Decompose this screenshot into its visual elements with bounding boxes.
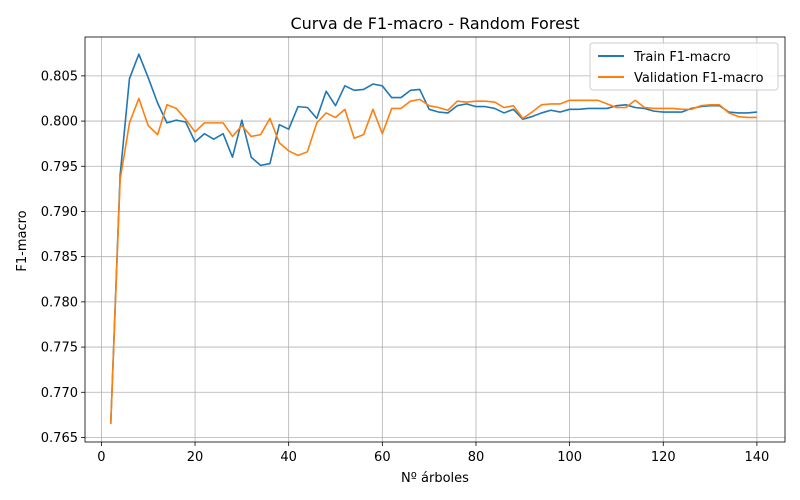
y-axis-title: F1-macro: [15, 210, 30, 271]
x-tick-label: 120: [651, 450, 676, 465]
x-tick-label: 0: [97, 450, 105, 465]
y-tick-label: 0.785: [41, 250, 78, 265]
y-tick-label: 0.780: [41, 295, 78, 310]
legend-label-validation: Validation F1-macro: [634, 71, 764, 86]
plot-area-frame: [84, 36, 786, 443]
x-tick-label: 20: [187, 450, 204, 465]
y-tick-label: 0.800: [41, 115, 78, 130]
chart-title: Curva de F1-macro - Random Forest: [290, 14, 579, 33]
y-tick-label: 0.775: [41, 341, 78, 356]
y-tick-label: 0.770: [41, 386, 78, 401]
y-tick-label: 0.805: [41, 69, 78, 84]
series-line-validation-f1-macro: [109, 97, 757, 424]
legend-box: [589, 42, 779, 91]
ticks: 0 20 40 60 80 100 120 140 0.765 0.770 0.775 0.780 0.…: [41, 69, 770, 465]
y-tick-label: 0.790: [41, 205, 78, 220]
legend: Train F1-macro Validation F1-macro: [589, 42, 779, 91]
y-tick-label: 0.795: [41, 160, 78, 175]
x-tick-label: 40: [280, 450, 297, 465]
x-axis-title: Nº árboles: [401, 471, 469, 486]
x-tick-label: 140: [744, 450, 769, 465]
x-tick-label: 100: [557, 450, 582, 465]
series-layer: [109, 53, 757, 424]
grid: [85, 37, 785, 442]
x-tick-label: 80: [468, 450, 485, 465]
legend-label-train: Train F1-macro: [633, 50, 731, 65]
x-tick-label: 60: [374, 450, 391, 465]
series-line-train-f1-macro: [109, 53, 757, 424]
y-tick-label: 0.765: [41, 431, 78, 446]
